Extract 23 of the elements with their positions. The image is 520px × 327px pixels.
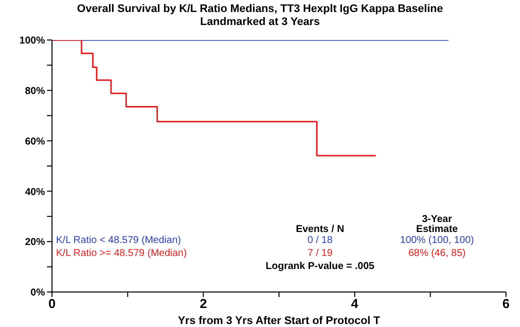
annotation: Events / N <box>296 224 344 235</box>
y-tick-label: 60% <box>24 136 46 148</box>
x-tick-label: 4 <box>351 296 360 312</box>
text: K/L Ratio < 48.579 (Median) <box>56 235 181 246</box>
x-tick-label: 2 <box>200 296 207 312</box>
text: K/L Ratio >= 48.579 (Median) <box>56 248 187 259</box>
y-tick-label: 80% <box>24 86 46 97</box>
y-tick-label: 0% <box>30 288 46 299</box>
annotation: 100% (100, 100) <box>400 235 474 246</box>
annotation: 7 / 19 <box>307 248 333 259</box>
y-tick-label: 100% <box>19 36 46 47</box>
annotation: Estimate <box>416 224 458 235</box>
chart-title: Overall Survival by K/L Ratio Medians, TT3 Hexplt IgG Kappa Baseline <box>77 3 443 15</box>
y-tick-label: 20% <box>24 237 46 248</box>
annotation: 3-Year <box>422 214 452 225</box>
annotation: 0 / 18 <box>307 235 333 246</box>
annotation: Logrank P-value = .005 <box>266 261 375 272</box>
x-axis-title: Yrs from 3 Yrs After Start of Protocol T <box>178 315 380 327</box>
x-tick-label: 0 <box>48 296 56 312</box>
y-tick-label: 40% <box>24 186 46 198</box>
x-tick-label: 6 <box>502 296 510 312</box>
annotation: 68% (46, 85) <box>408 248 466 259</box>
chart-subtitle: Landmarked at 3 Years <box>200 16 320 28</box>
